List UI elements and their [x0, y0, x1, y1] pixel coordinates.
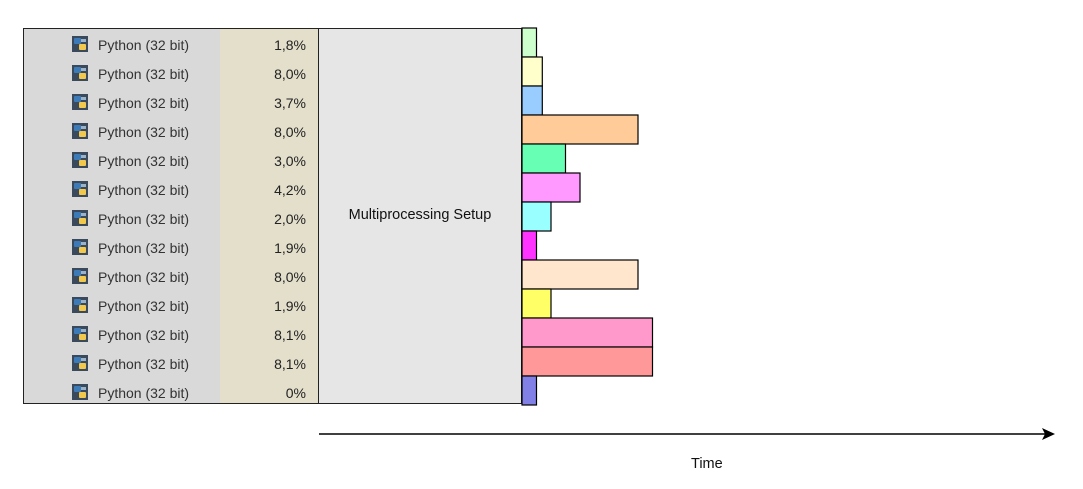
cpu-column: [220, 29, 318, 403]
process-name: Python (32 bit): [98, 211, 190, 227]
process-bar: [521, 114, 639, 145]
process-row[interactable]: Python (32 bit) 1,8%: [24, 29, 318, 58]
process-bar: [521, 172, 581, 203]
cpu-value: 3,7%: [274, 95, 306, 111]
cpu-value: 3,0%: [274, 153, 306, 169]
python-icon: [72, 268, 88, 284]
process-name: Python (32 bit): [98, 95, 190, 111]
task-manager-table: Python (32 bit) 1,8% Python (32 bit) 8,0% Py…: [23, 28, 319, 404]
python-icon: [72, 355, 88, 371]
process-bar: [521, 56, 543, 87]
cpu-value: 2,0%: [274, 211, 306, 227]
python-icon: [72, 384, 88, 400]
process-name: Python (32 bit): [98, 37, 190, 53]
process-row[interactable]: Python (32 bit) 3,0%: [24, 145, 318, 174]
process-row[interactable]: Python (32 bit) 8,0%: [24, 261, 318, 290]
cpu-value: 1,9%: [274, 240, 306, 256]
process-row[interactable]: Python (32 bit) 8,1%: [24, 319, 318, 348]
process-bar: [521, 230, 538, 261]
python-icon: [72, 152, 88, 168]
process-row[interactable]: Python (32 bit) 8,0%: [24, 58, 318, 87]
process-bar: [521, 27, 538, 58]
cpu-value: 0%: [285, 385, 306, 401]
process-name: Python (32 bit): [98, 153, 190, 169]
process-name: Python (32 bit): [98, 385, 190, 401]
process-name: Python (32 bit): [98, 66, 190, 82]
process-bar: [521, 375, 538, 406]
cpu-value: 1,9%: [274, 298, 306, 314]
cpu-value: 8,1%: [274, 327, 306, 343]
process-row[interactable]: Python (32 bit) 1,9%: [24, 232, 318, 261]
process-name: Python (32 bit): [98, 182, 190, 198]
process-row[interactable]: Python (32 bit) 8,0%: [24, 116, 318, 145]
process-bar: [521, 288, 552, 319]
python-icon: [72, 326, 88, 342]
cpu-value: 1,8%: [274, 37, 306, 53]
process-name: Python (32 bit): [98, 356, 190, 372]
process-bar: [521, 259, 639, 290]
python-icon: [72, 210, 88, 226]
process-row[interactable]: Python (32 bit) 4,2%: [24, 174, 318, 203]
process-name: Python (32 bit): [98, 327, 190, 343]
python-icon: [72, 181, 88, 197]
time-axis-label: Time: [691, 456, 723, 472]
process-row[interactable]: Python (32 bit) 1,9%: [24, 290, 318, 319]
python-icon: [72, 36, 88, 52]
process-bar: [521, 85, 543, 116]
process-row[interactable]: Python (32 bit) 2,0%: [24, 203, 318, 232]
arrow-right-icon: [1042, 428, 1055, 440]
python-icon: [72, 65, 88, 81]
python-icon: [72, 239, 88, 255]
process-bar: [521, 201, 552, 232]
process-bar: [521, 143, 567, 174]
process-bar: [521, 346, 654, 377]
process-bars: [521, 27, 654, 406]
process-name: Python (32 bit): [98, 298, 190, 314]
process-bar: [521, 317, 654, 348]
process-row[interactable]: Python (32 bit) 8,1%: [24, 348, 318, 377]
cpu-value: 8,0%: [274, 124, 306, 140]
python-icon: [72, 94, 88, 110]
cpu-value: 8,0%: [274, 66, 306, 82]
cpu-value: 8,0%: [274, 269, 306, 285]
cpu-value: 8,1%: [274, 356, 306, 372]
process-name: Python (32 bit): [98, 269, 190, 285]
python-icon: [72, 123, 88, 139]
process-row[interactable]: Python (32 bit) 3,7%: [24, 87, 318, 116]
process-name: Python (32 bit): [98, 240, 190, 256]
process-name: Python (32 bit): [98, 124, 190, 140]
setup-label: Multiprocessing Setup: [348, 206, 492, 223]
cpu-value: 4,2%: [274, 182, 306, 198]
process-row[interactable]: Python (32 bit) 0%: [24, 377, 318, 406]
python-icon: [72, 297, 88, 313]
